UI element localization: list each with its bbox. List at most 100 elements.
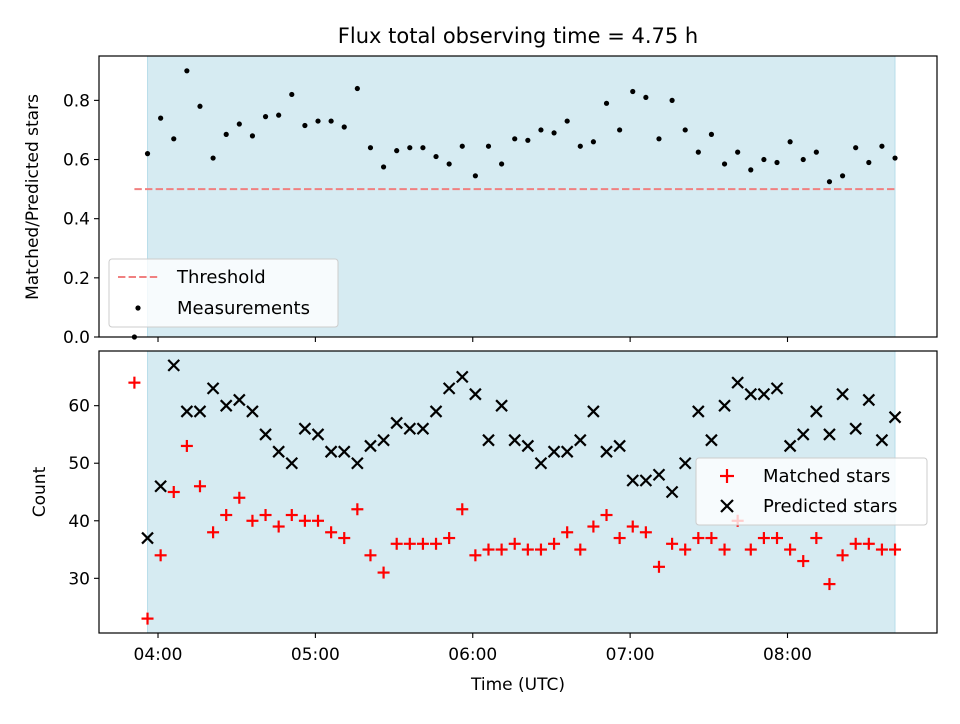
predicted-star-point	[351, 456, 364, 470]
measurement-point	[761, 156, 767, 163]
x-tick-label: 07:00	[606, 645, 655, 665]
matched-star-point	[351, 503, 364, 516]
x-axis-label: Time (UTC)	[470, 675, 565, 695]
predicted-star-point	[613, 439, 626, 453]
matched-star-point	[875, 543, 888, 556]
measurement-point	[826, 179, 833, 185]
matched-star-point	[180, 439, 193, 452]
y-tick-label: 60	[68, 397, 90, 417]
measurement-point	[748, 167, 754, 173]
measurement-point	[394, 148, 400, 154]
measurement-point	[695, 149, 701, 155]
predicted-star-point	[770, 382, 784, 395]
matched-star-point	[810, 532, 823, 545]
matched-star-point	[521, 543, 534, 556]
predicted-star-point	[482, 433, 495, 447]
predicted-star-point	[718, 399, 731, 412]
matched-star-point	[338, 532, 351, 545]
measurement-point	[525, 137, 531, 143]
measurement-point	[184, 68, 190, 74]
matched-star-point	[574, 543, 587, 556]
matched-star-point	[377, 566, 390, 579]
matched-star-point	[285, 509, 298, 522]
x-tick-label: 04:00	[134, 645, 183, 665]
predicted-star-point	[547, 445, 561, 458]
y-tick-label: 0.4	[63, 210, 90, 230]
matched-star-point	[849, 537, 862, 550]
matched-star-point	[430, 537, 443, 550]
matched-star-point	[469, 549, 482, 562]
predicted-star-point	[888, 410, 902, 424]
legend-predicted-label: Predicted stars	[763, 496, 897, 517]
measurement-point	[603, 100, 610, 106]
predicted-star-point	[875, 433, 889, 447]
legend-measurements-swatch	[135, 305, 141, 311]
legend-measurements-label: Measurements	[177, 298, 310, 319]
predicted-star-point	[495, 399, 508, 412]
measurement-point	[499, 161, 505, 167]
predicted-star-point	[731, 376, 744, 389]
predicted-star-point	[665, 485, 679, 499]
matched-star-point	[784, 543, 797, 556]
predicted-star-point	[469, 387, 482, 401]
y-tick-label: 0.6	[63, 151, 90, 171]
matched-star-point	[508, 537, 521, 550]
matched-star-point	[416, 537, 429, 550]
matched-star-point	[600, 509, 613, 522]
measurement-point	[210, 155, 216, 161]
y-tick-label: 0.0	[63, 328, 90, 348]
matched-star-point	[889, 543, 902, 556]
predicted-star-point	[862, 393, 876, 407]
matched-star-point	[639, 526, 652, 539]
matched-star-point	[534, 543, 547, 556]
x-tick-label: 06:00	[448, 645, 497, 665]
matched-star-point	[272, 520, 285, 533]
predicted-star-point	[403, 422, 417, 435]
x-tick-label: 05:00	[291, 645, 340, 665]
measurement-point	[328, 118, 334, 124]
predicted-star-point	[560, 445, 574, 458]
measurement-point	[774, 159, 780, 166]
legend-predicted-swatch	[720, 499, 734, 513]
top-legend-box	[108, 258, 339, 328]
measurement-point	[171, 136, 177, 142]
y-tick-label: 0.2	[63, 269, 90, 289]
predicted-star-point	[298, 422, 312, 435]
predicted-star-point	[285, 456, 299, 470]
matched-star-point	[652, 560, 665, 573]
legend-matched-swatch	[720, 469, 734, 483]
matched-star-point	[364, 549, 377, 562]
measurement-point	[813, 149, 819, 155]
matched-star-point	[128, 376, 141, 389]
predicted-star-point	[219, 399, 233, 412]
measurement-point	[446, 161, 452, 167]
y-tick-label: 50	[68, 454, 90, 474]
predicted-star-point	[377, 433, 390, 447]
measurement-point	[289, 91, 295, 98]
measurement-point	[643, 94, 649, 101]
matched-star-point	[705, 532, 718, 545]
matched-star-point	[456, 503, 469, 516]
measurement-point	[630, 88, 636, 95]
predicted-star-point	[783, 439, 797, 453]
matched-star-point	[626, 520, 639, 533]
top-legend: Threshold Measurements	[108, 258, 339, 328]
predicted-star-point	[442, 382, 456, 395]
matched-star-point	[797, 555, 810, 568]
predicted-star-point	[193, 405, 207, 418]
matched-star-point	[167, 486, 180, 498]
matched-star-point	[390, 537, 403, 550]
matched-star-point	[207, 526, 220, 539]
predicted-star-point	[600, 445, 613, 458]
matched-star-point	[757, 532, 770, 545]
measurement-point	[433, 153, 439, 160]
top-panel: 0.00.20.40.60.8 Matched/Predicted stars …	[23, 55, 938, 348]
measurement-point	[236, 121, 242, 127]
y-tick-label: 40	[68, 512, 90, 532]
measurement-point	[708, 131, 715, 137]
matched-star-point	[298, 514, 311, 527]
matched-star-point	[718, 543, 731, 556]
measurement-point	[551, 130, 557, 136]
matched-star-point	[561, 526, 574, 539]
measurement-point	[380, 164, 387, 170]
